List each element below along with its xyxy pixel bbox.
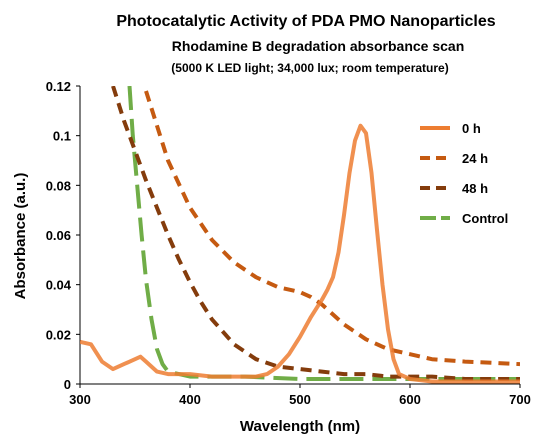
x-tick-label: 500 [289, 392, 311, 407]
y-tick-label: 0.02 [46, 327, 71, 342]
x-tick-label: 400 [179, 392, 201, 407]
y-tick-label: 0.04 [46, 278, 72, 293]
x-tick-label: 600 [399, 392, 421, 407]
y-tick-label: 0.1 [53, 129, 71, 144]
y-tick-label: 0.08 [46, 178, 71, 193]
series-line-0-h [80, 123, 520, 384]
y-tick-label: 0.12 [46, 79, 71, 94]
chart-title: Photocatalytic Activity of PDA PMO Nanop… [116, 13, 495, 30]
legend-label: Control [462, 211, 508, 226]
x-tick-label: 700 [509, 392, 531, 407]
plot-area: 300 400 500 600 700 0 0.02 0.04 0.06 0.08 0.1 0.12 0… [46, 79, 531, 407]
chart-conditions: (5000 K LED light; 34,000 lux; room temp… [171, 61, 448, 75]
x-axis-label: Wavelength (nm) [240, 418, 360, 435]
legend-label: 0 h [462, 121, 481, 136]
legend-label: 24 h [462, 151, 488, 166]
y-axis-label: Absorbance (a.u.) [12, 173, 29, 300]
series-line-24-h [144, 90, 520, 367]
chart-subtitle: Rhodamine B degradation absorbance scan [172, 38, 465, 54]
x-tick-label: 300 [69, 392, 91, 407]
series-line-48-h [111, 86, 520, 381]
legend-label: 48 h [462, 181, 488, 196]
series-line-control [127, 86, 520, 381]
y-tick-label: 0 [64, 377, 71, 392]
y-tick-label: 0.06 [46, 228, 71, 243]
